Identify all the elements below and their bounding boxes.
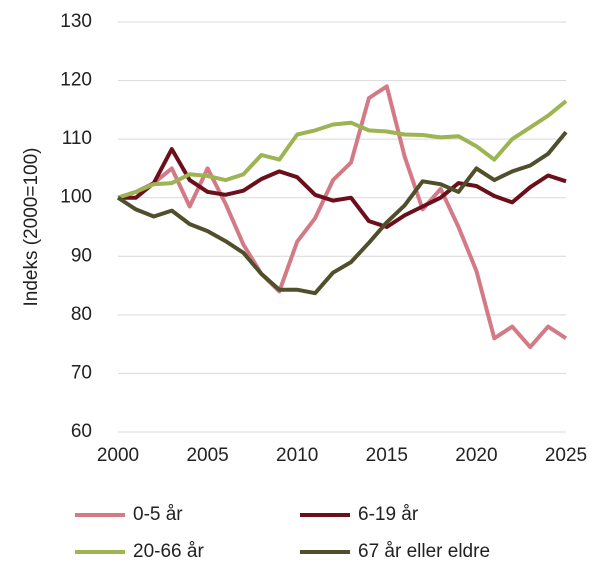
y-tick-label: 130 — [60, 11, 92, 32]
y-axis-label: Indeks (2000=100) — [21, 148, 42, 307]
legend-label: 20-66 år — [133, 541, 204, 562]
x-tick-label: 2025 — [545, 445, 587, 466]
y-tick-label: 80 — [71, 304, 92, 325]
y-tick-label: 60 — [71, 421, 92, 442]
line-series — [116, 130, 568, 296]
y-tick-label: 120 — [60, 70, 92, 91]
y-tick-label: 110 — [62, 128, 92, 149]
y-tick-label: 70 — [71, 362, 92, 383]
x-tick-label: 2015 — [366, 445, 408, 466]
x-tick-label: 2005 — [186, 445, 228, 466]
x-tick-label: 2020 — [455, 445, 497, 466]
legend-label: 6-19 år — [358, 504, 419, 525]
line-series — [117, 99, 568, 200]
y-tick-label: 100 — [60, 187, 92, 208]
legend-label: 0-5 år — [133, 504, 183, 525]
x-tick-label: 2000 — [97, 445, 139, 466]
y-tick-label: 90 — [71, 245, 92, 266]
legend-label: 67 år eller eldre — [358, 541, 490, 562]
line-series — [117, 84, 568, 350]
line-series — [118, 147, 567, 229]
x-tick-label: 2010 — [276, 445, 318, 466]
